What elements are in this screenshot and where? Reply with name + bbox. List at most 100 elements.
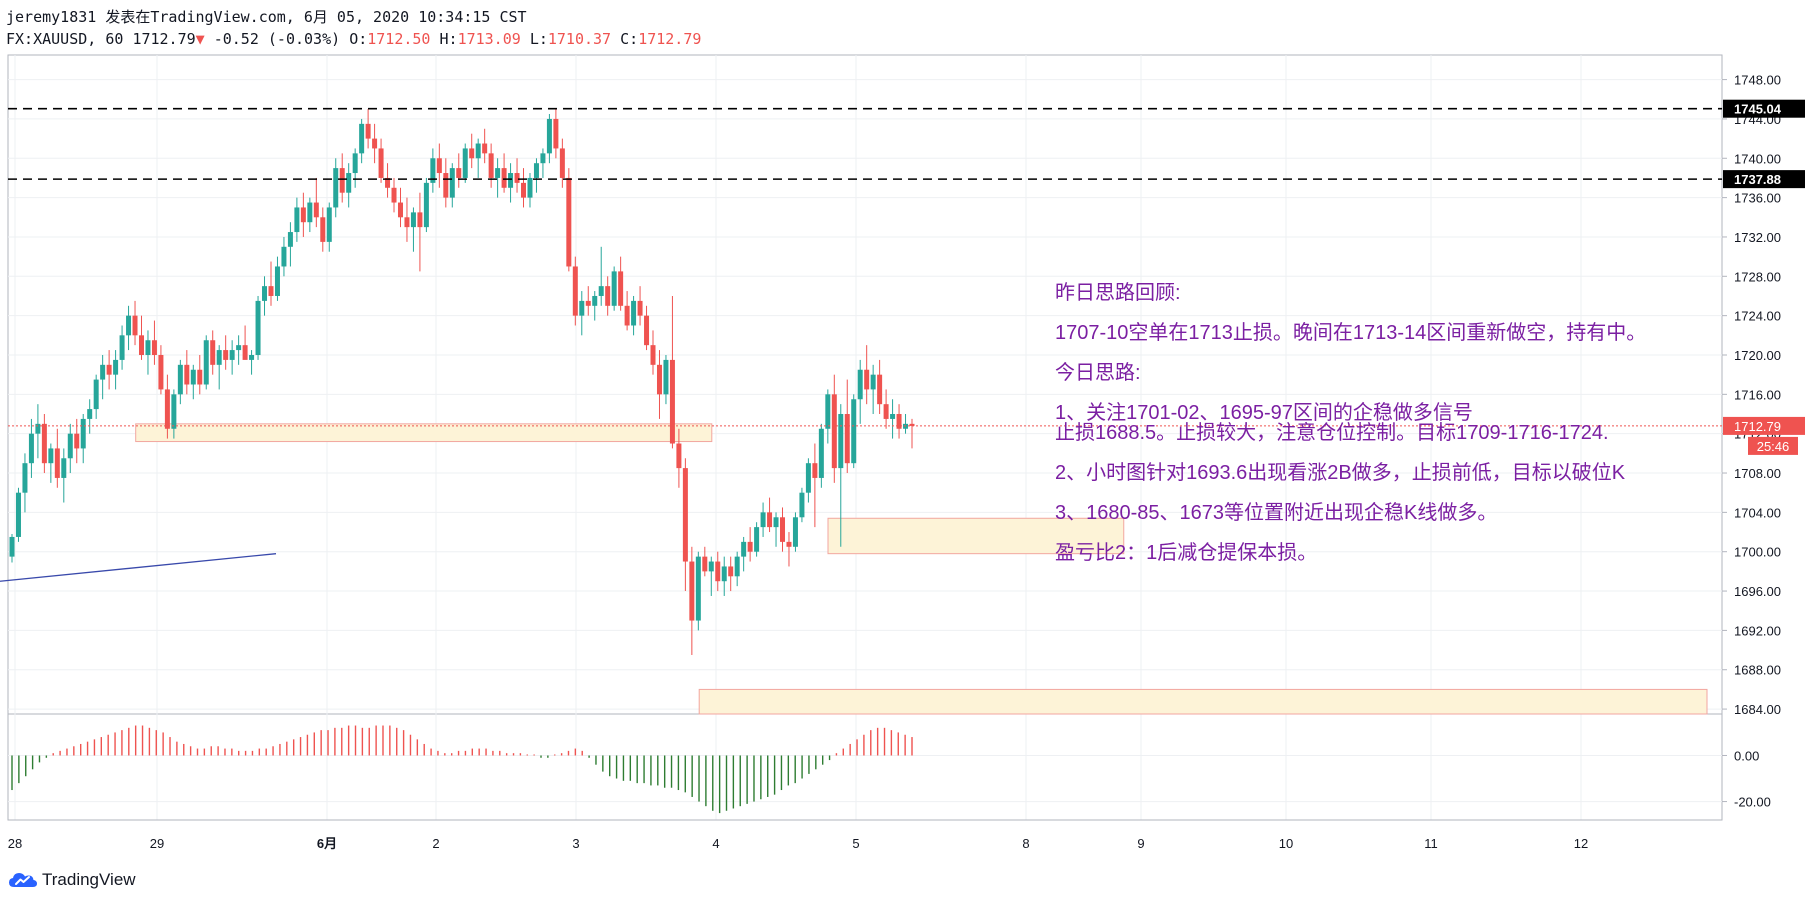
x-tick-label: 28 bbox=[8, 836, 22, 851]
y-tick-label: 1720.00 bbox=[1734, 348, 1781, 363]
annotation-line: 1、关注1701-02、1695-97区间的企稳做多信号 bbox=[1055, 402, 1473, 424]
candle-body bbox=[359, 123, 365, 154]
candle-body bbox=[430, 158, 436, 183]
x-tick-label: 8 bbox=[1022, 836, 1029, 851]
candle-body bbox=[572, 266, 578, 316]
candle-body bbox=[514, 173, 520, 183]
candle-body bbox=[216, 350, 222, 365]
candle-body bbox=[268, 286, 274, 296]
candle-body bbox=[236, 345, 242, 351]
candle-body bbox=[456, 168, 462, 178]
high-label: H: bbox=[439, 30, 458, 48]
y-tick-label: 1700.00 bbox=[1734, 545, 1781, 560]
annotation-line: 止损1688.5。止损较大，注意仓位控制。目标1709-1716-1724. bbox=[1055, 422, 1609, 444]
candle-body bbox=[145, 340, 151, 355]
chart-header-ohlc: FX:XAUUSD, 60 1712.79▼ -0.52 (-0.03%) O:… bbox=[6, 30, 701, 48]
annotation-line: 盈亏比2：1后减仓提保本损。 bbox=[1055, 542, 1318, 564]
symbol-label[interactable]: FX:XAUUSD, 60 bbox=[6, 30, 124, 48]
candle-body bbox=[527, 177, 533, 198]
candle-body bbox=[864, 369, 870, 390]
candle-body bbox=[637, 300, 643, 316]
y-tick-label: 1684.00 bbox=[1734, 702, 1781, 717]
candle-body bbox=[352, 153, 358, 174]
low-value: 1710.37 bbox=[547, 30, 612, 48]
candle-body bbox=[883, 404, 889, 419]
candle-body bbox=[482, 143, 488, 154]
x-tick-label: 29 bbox=[150, 836, 164, 851]
y-tick-label: 1740.00 bbox=[1734, 151, 1781, 166]
candle-body bbox=[825, 394, 831, 429]
candle-body bbox=[54, 448, 60, 478]
candle-body bbox=[844, 414, 850, 464]
candle-body bbox=[9, 536, 15, 557]
candle-body bbox=[812, 463, 818, 478]
y-tick-label: 1688.00 bbox=[1734, 663, 1781, 678]
y-tick-label: 1724.00 bbox=[1734, 309, 1781, 324]
zone-rect bbox=[827, 517, 1125, 555]
candle-body bbox=[113, 359, 119, 375]
candle-body bbox=[41, 423, 47, 464]
down-arrow-icon: ▼ bbox=[195, 30, 205, 48]
candle-body bbox=[119, 335, 125, 360]
candle-body bbox=[151, 340, 157, 355]
candle-body bbox=[35, 423, 41, 434]
candle-body bbox=[28, 433, 34, 464]
annotation-line: 3、1680-85、1673等位置附近出现企稳K线做多。 bbox=[1055, 502, 1498, 524]
candle-body bbox=[184, 364, 190, 385]
candle-body bbox=[540, 153, 546, 164]
candle-body bbox=[242, 345, 248, 360]
candle-body bbox=[320, 217, 326, 242]
level-price-tag bbox=[1723, 99, 1805, 118]
candle-body bbox=[404, 217, 410, 228]
last-price-tag-label: 1712.79 bbox=[1734, 419, 1781, 434]
candle-body bbox=[132, 315, 138, 336]
candle-body bbox=[385, 177, 391, 188]
candle-body bbox=[546, 118, 552, 154]
candle-body bbox=[598, 286, 604, 296]
x-tick-label: 12 bbox=[1574, 836, 1588, 851]
candle-body bbox=[287, 232, 293, 247]
x-tick-label: 3 bbox=[572, 836, 579, 851]
candle-body bbox=[462, 148, 468, 178]
candle-body bbox=[223, 350, 229, 360]
trendline bbox=[0, 553, 277, 582]
countdown-tag bbox=[1748, 436, 1798, 455]
level-price-label: 1737.88 bbox=[1734, 172, 1781, 187]
candle-body bbox=[760, 512, 766, 528]
y-tick-label: 1692.00 bbox=[1734, 623, 1781, 638]
y-tick-label: 1728.00 bbox=[1734, 269, 1781, 284]
candle-body bbox=[365, 123, 371, 139]
candle-body bbox=[313, 202, 319, 218]
y-tick-label: 1748.00 bbox=[1734, 73, 1781, 88]
candle-body bbox=[126, 315, 132, 336]
candle-body bbox=[171, 394, 177, 429]
candle-body bbox=[611, 271, 617, 306]
candle-body bbox=[741, 541, 747, 557]
candle-body bbox=[488, 153, 494, 178]
candle-body bbox=[747, 541, 753, 552]
candle-body bbox=[378, 148, 384, 178]
candle-body bbox=[669, 359, 675, 444]
candle-body bbox=[229, 350, 235, 360]
candle-body bbox=[281, 246, 287, 267]
candle-body bbox=[851, 399, 857, 464]
low-label: L: bbox=[529, 30, 548, 48]
open-value: 1712.50 bbox=[367, 30, 431, 48]
candle-body bbox=[715, 561, 721, 582]
candle-body bbox=[423, 182, 429, 228]
candle-body bbox=[15, 492, 21, 537]
candle-body bbox=[501, 168, 507, 188]
candle-body bbox=[449, 168, 455, 198]
annotation-line: 1707-10空单在1713止损。晚间在1713-14区间重新做空，持有中。 bbox=[1055, 322, 1647, 344]
last-price: 1712.79 bbox=[132, 30, 196, 48]
candle-body bbox=[391, 187, 397, 203]
zone-rect bbox=[698, 688, 1708, 715]
candle-body bbox=[631, 300, 637, 326]
candle-body bbox=[475, 143, 481, 159]
candle-body bbox=[644, 315, 650, 346]
candle-body bbox=[773, 517, 779, 528]
candle-body bbox=[728, 566, 734, 577]
tradingview-logo[interactable]: TradingView bbox=[8, 870, 136, 890]
osc-y-tick-label: 0.00 bbox=[1734, 748, 1759, 763]
